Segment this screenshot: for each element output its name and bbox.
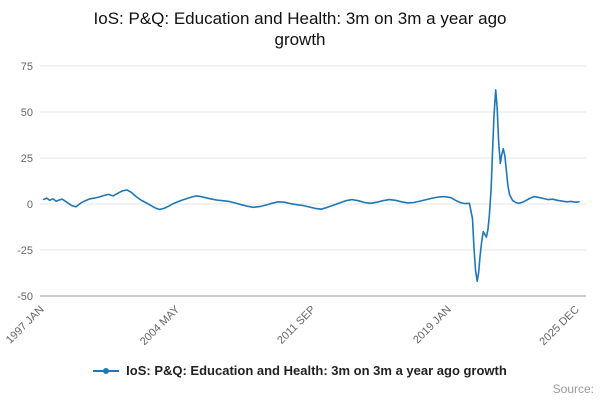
y-axis-tick-label: 75 (21, 61, 33, 73)
legend: IoS: P&Q: Education and Health: 3m on 3m… (0, 363, 600, 378)
chart-title: IoS: P&Q: Education and Health: 3m on 3m… (93, 9, 507, 50)
legend-item[interactable]: IoS: P&Q: Education and Health: 3m on 3m… (93, 363, 507, 378)
y-axis-tick-label: 50 (21, 107, 33, 119)
x-axis-tick-label: 2025 DEC (537, 304, 581, 348)
legend-label: IoS: P&Q: Education and Health: 3m on 3m… (126, 363, 507, 378)
x-axis-tick-label: 2019 JAN (411, 304, 454, 347)
data-line (42, 89, 580, 283)
y-axis-tick-label: 0 (27, 199, 33, 211)
y-axis-tick-label: -25 (17, 245, 33, 257)
y-axis-tick-label: 25 (21, 153, 33, 165)
x-axis-tick-label: 1997 JAN (4, 304, 47, 347)
source-label: Source: (552, 382, 594, 396)
y-axis-tick-label: -50 (17, 291, 33, 303)
legend-line-marker-icon (93, 367, 120, 374)
x-axis-tick-label: 2011 SEP (275, 304, 318, 347)
x-axis-tick-label: 2004 MAY (138, 303, 183, 348)
